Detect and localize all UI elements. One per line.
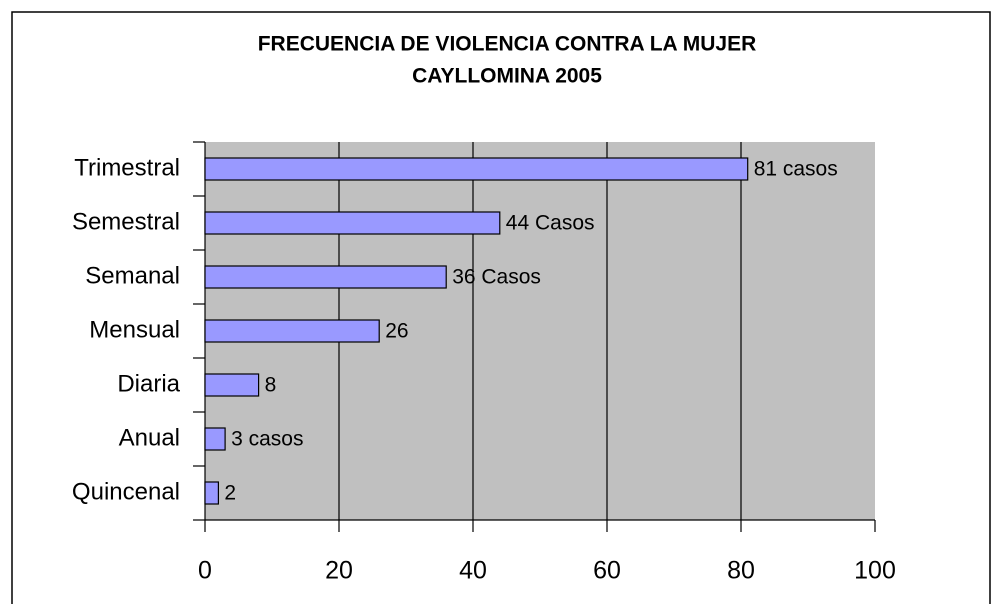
value-label: 3 casos	[231, 428, 303, 451]
y-tick-label: Mensual	[89, 316, 180, 343]
y-tick-label: Quincenal	[72, 478, 180, 505]
x-tick-label: 40	[459, 557, 487, 585]
y-tick-label: Diaria	[117, 370, 180, 397]
bar	[204, 211, 501, 235]
bar	[204, 157, 749, 181]
x-tick-label: 100	[854, 557, 896, 585]
value-label: 8	[265, 374, 277, 397]
y-tick-label: Semanal	[85, 262, 180, 289]
bar	[204, 427, 226, 451]
y-tick-label: Semestral	[72, 208, 180, 235]
value-label: 44 Casos	[506, 212, 595, 235]
x-tick-label: 20	[325, 557, 353, 585]
value-label: 36 Casos	[452, 266, 541, 289]
chart-subtitle: CAYLLOMINA 2005	[412, 65, 602, 88]
chart-title: FRECUENCIA DE VIOLENCIA CONTRA LA MUJER	[258, 33, 757, 56]
x-tick-label: 80	[727, 557, 755, 585]
value-label: 2	[224, 482, 236, 505]
y-tick-label: Trimestral	[74, 154, 180, 181]
bar	[204, 481, 219, 505]
value-label: 81 casos	[754, 158, 838, 181]
y-tick-label: Anual	[119, 424, 180, 451]
value-label: 26	[385, 320, 408, 343]
x-tick-label: 60	[593, 557, 621, 585]
bar	[204, 319, 380, 343]
bar	[204, 373, 260, 397]
bar	[204, 265, 447, 289]
x-tick-label: 0	[198, 557, 212, 585]
